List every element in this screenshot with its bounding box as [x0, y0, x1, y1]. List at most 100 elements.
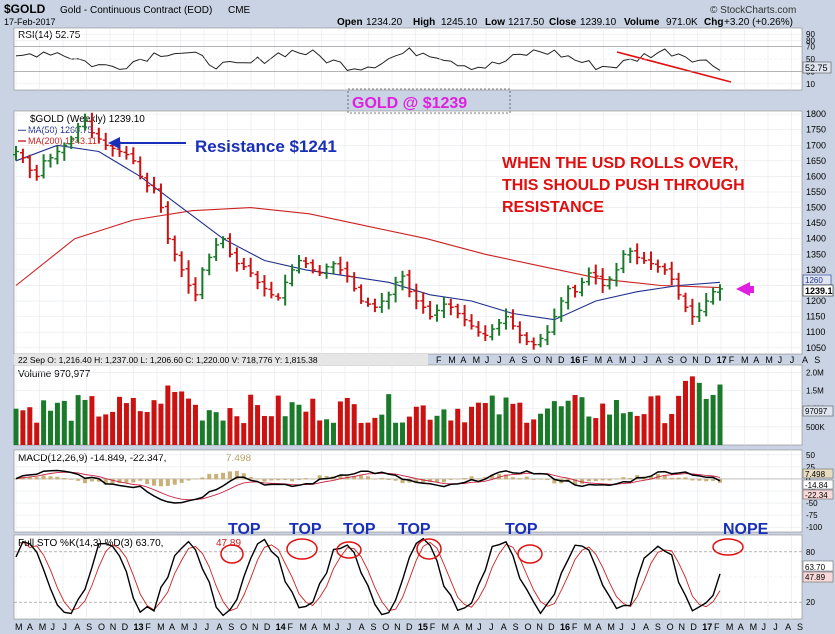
time-axis-label: D: [406, 622, 413, 632]
open-label: Open: [337, 17, 363, 28]
macd-hist-bar: [69, 478, 74, 480]
volume-tick-label: 2.0M: [806, 368, 824, 377]
price-bar: [592, 264, 599, 285]
macd-hist-bar: [455, 478, 460, 480]
price-bar: [647, 251, 654, 270]
volume-bar: [103, 414, 109, 445]
time-axis-label: J: [51, 622, 56, 632]
price-month-label: A: [656, 355, 662, 365]
time-axis-label: A: [596, 622, 602, 632]
price-bar: [137, 156, 144, 180]
volume-bar: [330, 422, 336, 445]
volume-label: Volume 970,977: [18, 369, 91, 380]
close-label: Close: [549, 17, 577, 28]
volume-bar: [96, 416, 102, 445]
macd-hist-bar: [303, 478, 308, 480]
time-axis-label: S: [228, 622, 234, 632]
time-axis-label: A: [311, 622, 317, 632]
volume-bar: [324, 419, 330, 445]
macd-hist-bar: [600, 478, 605, 481]
price-bar: [185, 260, 192, 294]
volume-bar: [682, 380, 688, 445]
volume-bar: [538, 413, 544, 445]
macd-hist-bar: [435, 478, 440, 483]
time-axis-label: M: [299, 622, 307, 632]
price-bar: [578, 277, 585, 297]
macd-hist-bar: [96, 478, 101, 482]
price-month-label: F: [729, 355, 735, 365]
price-bar: [268, 281, 275, 299]
price-bar: [261, 275, 268, 297]
volume-bar: [448, 420, 454, 445]
price-month-label: M: [473, 355, 481, 365]
macd-hist-bar: [648, 476, 653, 480]
price-month-label: O: [534, 355, 541, 365]
price-tick-label: 1200: [806, 296, 826, 306]
time-axis-label: M: [15, 622, 23, 632]
chg-label: Chg: [704, 17, 723, 28]
time-axis-label: M: [323, 622, 331, 632]
volume-bar: [289, 402, 295, 445]
time-axis-label: N: [252, 622, 259, 632]
time-axis-label: A: [785, 622, 791, 632]
volume-bar: [75, 395, 81, 445]
macd-hist-bar: [372, 478, 377, 480]
time-axis-label: A: [216, 622, 222, 632]
price-bar: [475, 321, 482, 337]
volume-bar: [234, 416, 240, 445]
volume-bar: [613, 399, 619, 445]
price-bar: [620, 250, 627, 274]
price-tick-label: 1300: [806, 265, 826, 275]
price-month-label: J: [778, 355, 783, 365]
price-month-label: J: [497, 355, 502, 365]
volume-bar: [172, 391, 178, 445]
volume-bar: [351, 404, 357, 445]
macd-hist-bar: [531, 478, 536, 480]
macd-hist-bar: [476, 478, 481, 480]
top-circle-1: [220, 544, 244, 564]
macd-hist-box-text: 7.498: [805, 470, 826, 479]
time-axis-label: 16: [560, 622, 570, 632]
price-bar: [461, 304, 468, 327]
price-bar: [509, 309, 516, 330]
price-bar: [33, 164, 40, 181]
volume-bar: [406, 416, 412, 445]
time-axis-label: F: [145, 622, 151, 632]
volume-bar: [544, 408, 550, 445]
macd-hist-bar: [324, 476, 329, 480]
macd-hist-bar: [179, 478, 184, 483]
volume-bar: [489, 395, 495, 445]
macd-hist-bar: [117, 478, 122, 484]
macd-hist-bar: [248, 477, 253, 480]
time-axis-label: M: [181, 622, 189, 632]
top-annotation-2: TOP: [289, 521, 322, 538]
macd-hist-bar: [262, 478, 267, 482]
macd-hist-label: 7.498: [226, 453, 251, 464]
volume-bar: [68, 420, 74, 445]
time-axis-label: 13: [133, 622, 143, 632]
volume-bar: [144, 412, 150, 445]
price-month-label: S: [814, 355, 820, 365]
time-axis-label: F: [288, 622, 294, 632]
close-value-box-text: 1239.1: [805, 286, 833, 296]
macd-hist-bar: [283, 478, 288, 480]
price-bar: [275, 293, 282, 301]
volume-bar: [558, 406, 564, 445]
volume-bar: [462, 422, 468, 445]
volume-bar: [710, 394, 716, 445]
time-axis-label: J: [347, 622, 352, 632]
price-bar: [199, 267, 206, 300]
price-bar: [682, 292, 689, 313]
time-axis-label: S: [797, 622, 803, 632]
price-bar: [641, 251, 648, 264]
volume-bar: [151, 400, 157, 445]
volume-bar: [393, 422, 399, 445]
macd-hist-bar: [34, 477, 39, 480]
price-bar: [102, 132, 109, 150]
volume-bar: [296, 404, 302, 445]
macd-signal-line: [15, 471, 721, 501]
price-tick-label: 1050: [806, 343, 826, 353]
rsi-panel: [13, 27, 803, 91]
price-bar: [213, 237, 220, 261]
